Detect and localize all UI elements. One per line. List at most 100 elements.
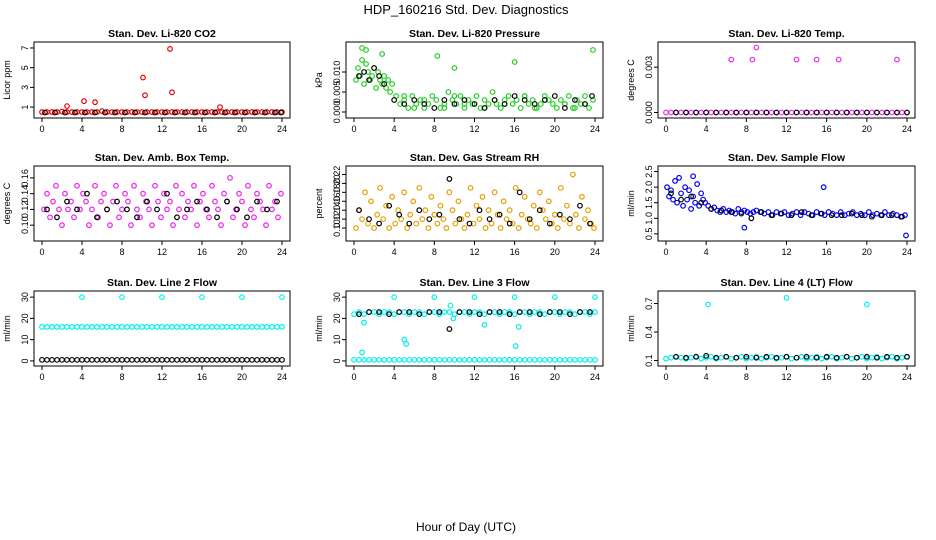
y-tick-label: 5 <box>20 65 30 70</box>
data-point <box>526 216 533 223</box>
data-point <box>129 324 135 330</box>
x-tick-label: 0 <box>39 372 44 382</box>
data-point <box>199 324 205 330</box>
y-tick-label: 20 <box>20 313 30 323</box>
data-point <box>401 356 408 363</box>
x-tick-label: 8 <box>119 124 124 134</box>
data-point <box>159 356 165 363</box>
data-point <box>447 302 454 309</box>
data-point <box>531 101 538 107</box>
y-tick-label: 2.0 <box>644 181 654 194</box>
data-point <box>690 173 697 180</box>
data-point <box>134 324 140 330</box>
data-point <box>516 356 523 363</box>
data-point <box>426 309 433 315</box>
data-point <box>62 109 68 116</box>
data-point <box>574 97 580 103</box>
data-point <box>904 353 910 360</box>
panel-7: Stan. Dev. Line 2 Flow 0 4 8 12 16 20 24 0 10 20 30… <box>2 277 291 382</box>
data-point <box>511 311 518 318</box>
data-point <box>279 294 285 301</box>
data-point <box>83 198 89 205</box>
data-point <box>274 324 280 330</box>
data-point <box>723 109 730 116</box>
data-point <box>889 353 895 360</box>
data-point <box>797 212 804 219</box>
data-point <box>383 202 390 209</box>
data-point <box>556 211 563 218</box>
data-point <box>556 356 563 363</box>
x-tick-label: 16 <box>510 247 520 257</box>
data-point <box>104 324 110 330</box>
data-point <box>798 353 805 360</box>
data-point <box>494 211 501 218</box>
data-point <box>668 190 674 197</box>
data-point <box>426 216 433 223</box>
data-point <box>167 46 173 52</box>
data-point <box>441 309 448 315</box>
data-point <box>536 311 543 318</box>
y-tick-label: 10 <box>332 335 342 345</box>
data-point <box>239 324 245 330</box>
panel-title: Stan. Dev. Line 3 Flow <box>419 277 530 289</box>
data-point <box>698 355 705 362</box>
panel-title: Stan. Dev. Li-820 CO2 <box>108 28 216 40</box>
data-point <box>234 356 240 363</box>
data-point <box>572 311 578 318</box>
data-point <box>587 356 593 363</box>
data-point <box>708 109 715 116</box>
data-point <box>778 210 785 217</box>
data-point <box>159 294 165 301</box>
data-point <box>713 354 720 361</box>
data-point <box>551 211 558 218</box>
data-point <box>545 198 552 205</box>
data-point <box>214 324 220 330</box>
x-tick-label: 0 <box>663 247 668 257</box>
data-point <box>566 309 573 315</box>
data-point <box>680 202 686 209</box>
data-point <box>359 216 365 223</box>
data-point <box>506 356 513 363</box>
data-point <box>672 178 678 184</box>
data-point <box>158 214 164 221</box>
data-point <box>98 198 104 205</box>
data-point <box>773 354 780 361</box>
data-point <box>431 294 438 301</box>
data-point <box>84 324 90 330</box>
data-point <box>818 210 825 217</box>
data-point <box>101 190 107 197</box>
data-point <box>440 216 447 223</box>
data-point <box>279 324 285 330</box>
x-tick-label: 12 <box>469 372 479 382</box>
data-point <box>511 93 518 99</box>
data-point <box>410 198 417 205</box>
data-point <box>446 309 453 315</box>
data-point <box>215 206 221 213</box>
data-point <box>506 207 513 214</box>
data-point <box>380 216 387 223</box>
data-point <box>853 354 860 361</box>
data-point <box>92 109 98 116</box>
y-axis-label: kPa <box>314 72 324 88</box>
data-point <box>577 202 583 209</box>
x-tick-label: 4 <box>392 247 397 257</box>
data-point <box>894 354 900 361</box>
panel-title: Stan. Dev. Li-820 Temp. <box>728 28 844 40</box>
data-point <box>54 356 60 363</box>
data-point <box>355 65 361 71</box>
data-point <box>376 311 383 318</box>
data-point <box>149 356 155 363</box>
data-point <box>554 225 561 231</box>
data-point <box>386 311 393 318</box>
data-point <box>813 354 820 361</box>
data-point <box>433 97 440 103</box>
data-point <box>395 207 402 214</box>
data-point <box>272 198 278 205</box>
data-point <box>541 356 548 363</box>
x-tick-label: 16 <box>510 124 520 134</box>
data-point <box>461 97 468 103</box>
data-point <box>411 97 418 103</box>
data-point <box>387 89 394 95</box>
data-point <box>684 196 690 203</box>
data-point <box>451 101 458 107</box>
